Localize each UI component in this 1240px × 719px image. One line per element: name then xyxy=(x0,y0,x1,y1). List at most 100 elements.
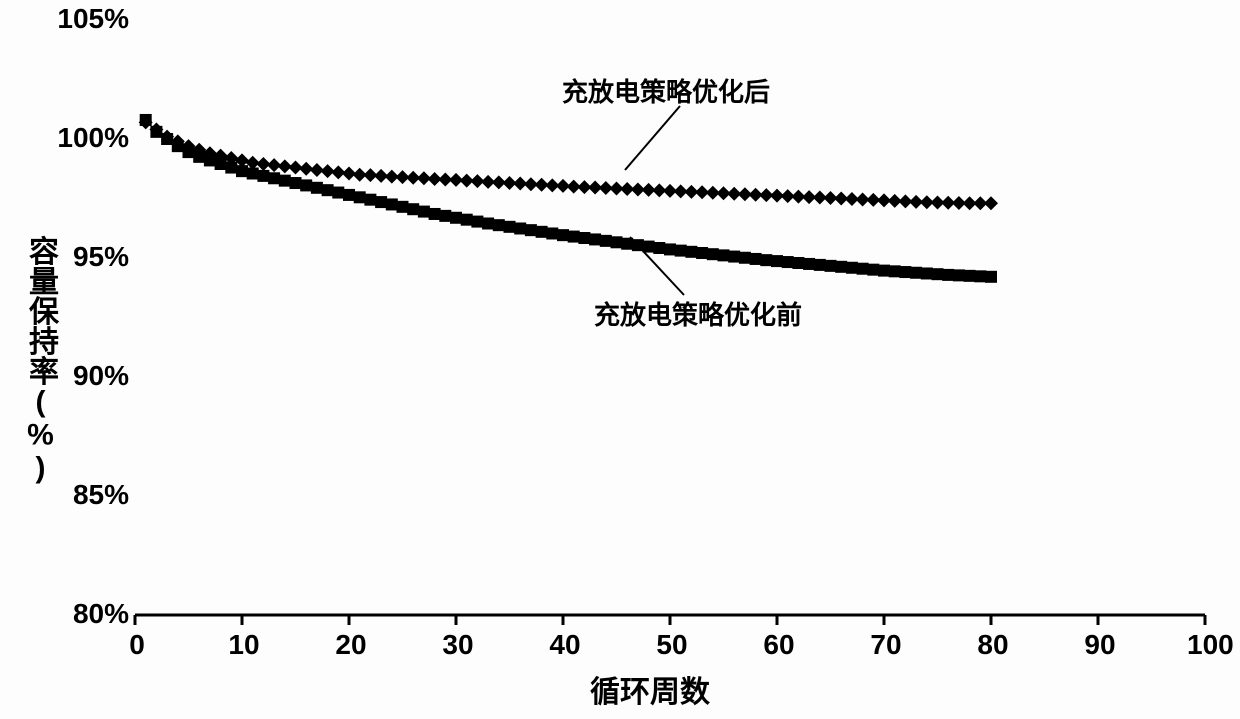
marker-square xyxy=(568,231,580,243)
marker-square xyxy=(525,224,537,236)
series-group xyxy=(139,114,998,283)
x-tick-label: 80 xyxy=(973,629,1013,661)
marker-square xyxy=(322,184,334,196)
marker-square xyxy=(921,267,933,279)
marker-square xyxy=(825,260,837,272)
marker-square xyxy=(482,217,494,229)
y-tick-label: 95% xyxy=(73,241,129,273)
marker-square xyxy=(536,226,548,238)
annotation-before: 充放电策略优化前 xyxy=(594,295,802,332)
marker-square xyxy=(471,216,483,228)
marker-square xyxy=(407,203,419,215)
marker-square xyxy=(942,269,954,281)
marker-square xyxy=(504,221,516,233)
annotation-lines xyxy=(625,106,684,295)
marker-square xyxy=(675,245,687,257)
marker-square xyxy=(364,194,376,206)
marker-square xyxy=(739,252,751,264)
marker-square xyxy=(204,154,216,166)
marker-square xyxy=(600,235,612,247)
marker-square xyxy=(771,255,783,267)
marker-square xyxy=(910,267,922,279)
marker-square xyxy=(493,219,505,231)
marker-square xyxy=(247,168,259,180)
marker-square xyxy=(354,191,366,203)
marker-square xyxy=(974,270,986,282)
marker-square xyxy=(332,187,344,199)
marker-square xyxy=(418,206,430,218)
marker-square xyxy=(172,140,184,152)
marker-square xyxy=(161,133,173,145)
x-axis-title: 循环周数 xyxy=(590,667,710,711)
marker-square xyxy=(899,266,911,278)
marker-square xyxy=(546,227,558,239)
marker-square xyxy=(514,222,526,234)
marker-square xyxy=(589,233,601,245)
marker-square xyxy=(664,243,676,255)
marker-square xyxy=(311,182,323,194)
y-tick-label: 85% xyxy=(73,479,129,511)
marker-square xyxy=(857,263,869,275)
marker-square xyxy=(718,249,730,261)
marker-square xyxy=(290,177,302,189)
marker-square xyxy=(578,232,590,244)
x-tick-label: 40 xyxy=(545,629,585,661)
marker-square xyxy=(236,165,248,177)
marker-square xyxy=(782,256,794,268)
marker-square xyxy=(375,196,387,208)
marker-square xyxy=(653,242,665,254)
marker-square xyxy=(439,210,451,222)
annotation-after: 充放电策略优化后 xyxy=(562,72,770,109)
x-tick-label: 30 xyxy=(438,629,478,661)
marker-square xyxy=(140,114,152,126)
marker-square xyxy=(685,246,697,258)
x-tick-label: 10 xyxy=(224,629,264,661)
x-tick-label: 70 xyxy=(866,629,906,661)
marker-square xyxy=(183,146,195,158)
marker-square xyxy=(450,212,462,224)
marker-square xyxy=(932,268,944,280)
chart-container: 容量保持率(%) 循环周数 80%85%90%95%100%105% 01020… xyxy=(0,0,1240,719)
marker-square xyxy=(343,189,355,201)
marker-square xyxy=(461,214,473,226)
marker-square xyxy=(696,247,708,259)
marker-square xyxy=(150,126,162,138)
x-tick-label: 0 xyxy=(117,629,157,661)
marker-square xyxy=(300,179,312,191)
y-tick-label: 100% xyxy=(57,122,129,154)
marker-square xyxy=(215,158,227,170)
marker-square xyxy=(760,254,772,266)
marker-square xyxy=(792,257,804,269)
marker-square xyxy=(429,208,441,220)
marker-square xyxy=(814,259,826,271)
marker-square xyxy=(557,229,569,241)
y-axis-title: 容量保持率(%) xyxy=(18,235,62,484)
marker-square xyxy=(985,271,997,283)
marker-square xyxy=(225,162,237,174)
marker-square xyxy=(835,261,847,273)
y-tick-label: 80% xyxy=(73,598,129,630)
marker-square xyxy=(611,236,623,248)
marker-square xyxy=(867,264,879,276)
marker-square xyxy=(803,258,815,270)
marker-square xyxy=(953,269,965,281)
marker-square xyxy=(846,262,858,274)
y-tick-label: 105% xyxy=(57,3,129,35)
y-tick-label: 90% xyxy=(73,360,129,392)
marker-diamond xyxy=(984,196,998,210)
marker-square xyxy=(279,175,291,187)
annotation-leader xyxy=(625,106,680,170)
x-tick-label: 100 xyxy=(1187,629,1227,661)
marker-square xyxy=(268,172,280,184)
marker-square xyxy=(257,170,269,182)
marker-square xyxy=(728,251,740,263)
marker-square xyxy=(397,201,409,213)
marker-square xyxy=(643,241,655,253)
marker-square xyxy=(750,253,762,265)
x-tick-label: 50 xyxy=(652,629,692,661)
x-tick-label: 60 xyxy=(759,629,799,661)
x-tick-label: 90 xyxy=(1080,629,1120,661)
marker-square xyxy=(878,265,890,277)
marker-square xyxy=(707,248,719,260)
marker-square xyxy=(964,270,976,282)
